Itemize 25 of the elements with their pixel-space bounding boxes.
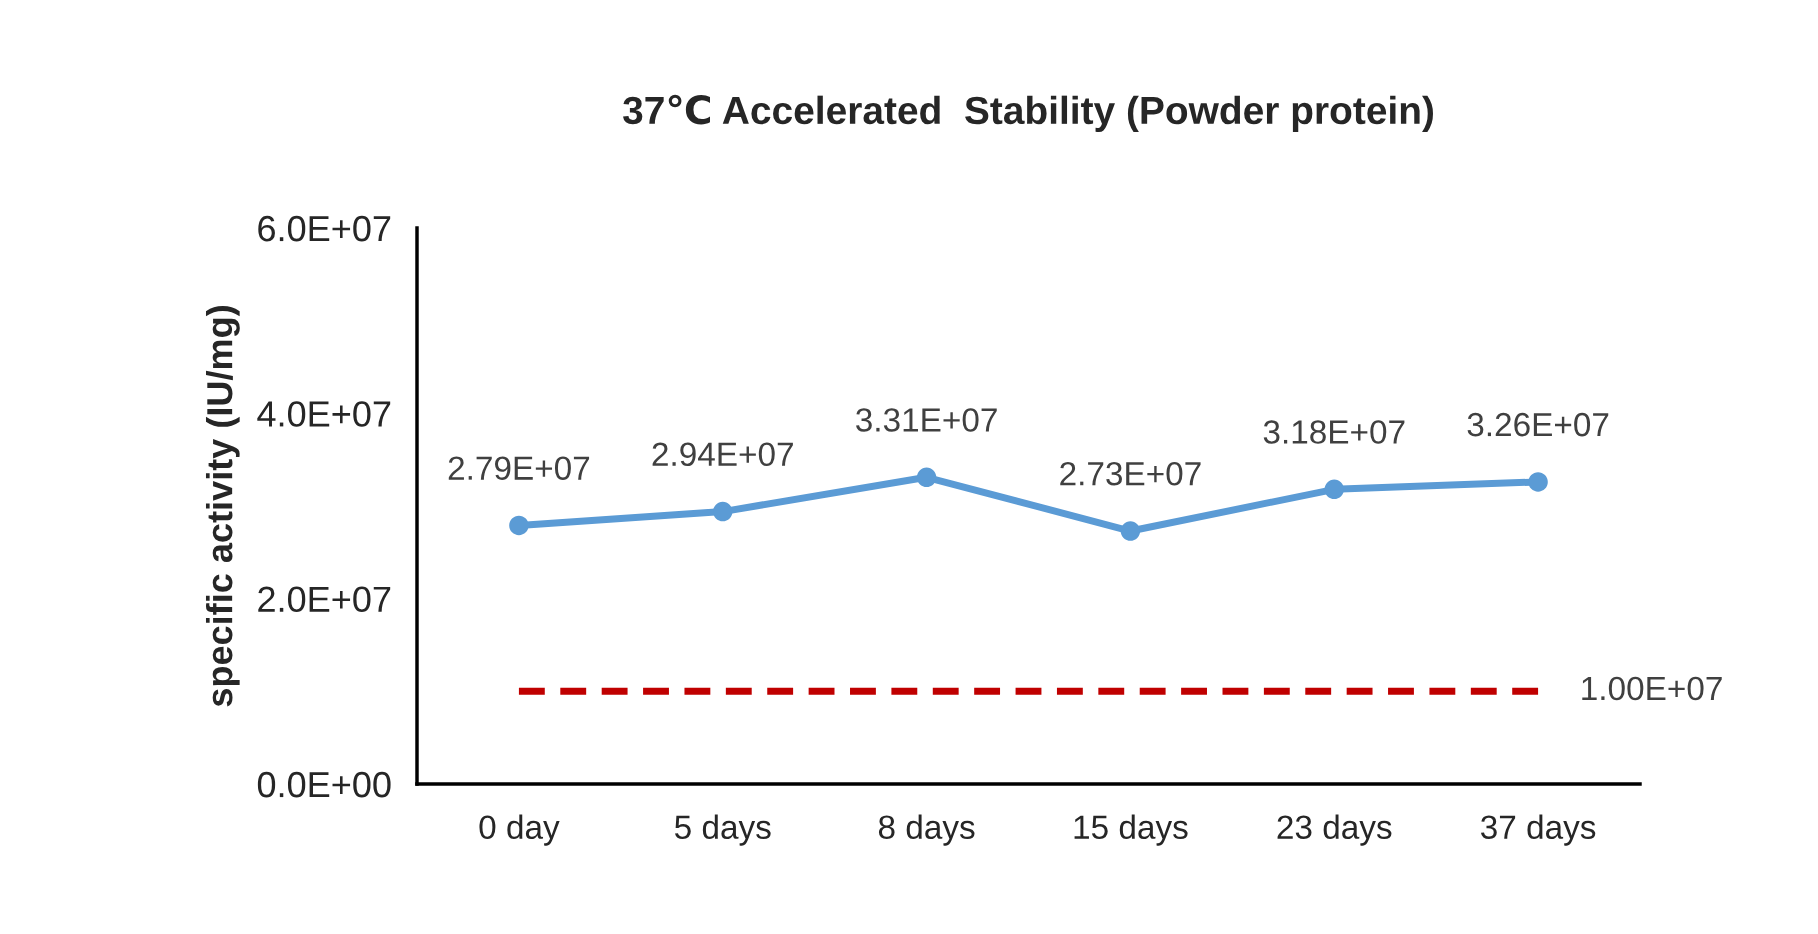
point xyxy=(1120,521,1141,541)
y-tick-label: 4.0E+07 xyxy=(257,401,391,427)
x-tick-label: 23 days xyxy=(1277,814,1392,846)
data-label: 1.00E+07 xyxy=(1582,676,1722,701)
y-tick-label: 2.0E+07 xyxy=(258,586,391,613)
point xyxy=(713,501,733,522)
x-tick-label: 15 days xyxy=(1074,814,1188,846)
point xyxy=(1528,472,1548,492)
point xyxy=(916,467,937,487)
x-tick-label: 0 day xyxy=(479,814,560,846)
data-label: 2.94E+07 xyxy=(652,442,793,467)
x-tick-label: 37 days xyxy=(1480,814,1596,846)
y-tick-label: 0.0E+00 xyxy=(257,771,391,798)
data-label: 2.73E+07 xyxy=(1060,461,1201,486)
data-label: 2.79E+07 xyxy=(448,456,590,480)
data-label: 3.31E+07 xyxy=(856,408,997,432)
point xyxy=(509,515,529,536)
y-tick-label: 6.0E+07 xyxy=(258,215,391,242)
data-label: 3.26E+07 xyxy=(1467,412,1609,437)
data-label: 3.18E+07 xyxy=(1263,420,1405,444)
y-axis-title: specific activity (IU/mg) xyxy=(205,306,240,707)
x-tick-label: 5 days xyxy=(674,814,771,846)
chart-title: 37℃ Accelerated Stability (Powder protein) xyxy=(623,94,1433,132)
point xyxy=(1324,479,1344,500)
x-tick-label: 8 days xyxy=(878,814,975,846)
